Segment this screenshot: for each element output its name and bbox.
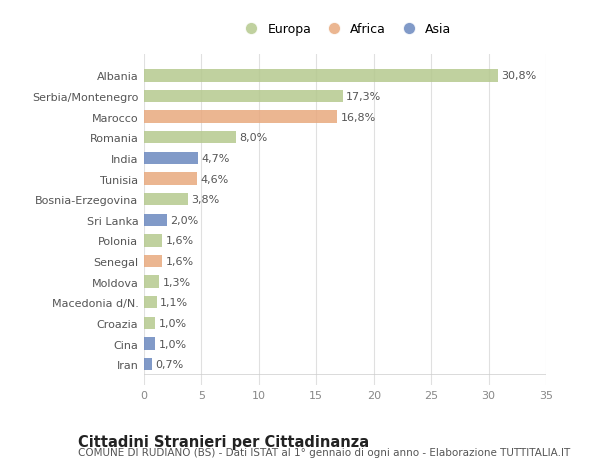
Bar bbox=[144, 317, 155, 330]
Text: 30,8%: 30,8% bbox=[501, 71, 536, 81]
Text: 17,3%: 17,3% bbox=[346, 92, 382, 102]
Text: COMUNE DI RUDIANO (BS) - Dati ISTAT al 1° gennaio di ogni anno - Elaborazione TU: COMUNE DI RUDIANO (BS) - Dati ISTAT al 1… bbox=[78, 448, 570, 458]
Text: 8,0%: 8,0% bbox=[239, 133, 268, 143]
Bar bbox=[144, 194, 188, 206]
Bar bbox=[144, 297, 157, 309]
Bar bbox=[144, 132, 236, 144]
Text: 1,3%: 1,3% bbox=[163, 277, 191, 287]
Bar bbox=[144, 70, 498, 83]
Bar bbox=[144, 235, 163, 247]
Bar bbox=[144, 338, 155, 350]
Text: 4,7%: 4,7% bbox=[202, 154, 230, 163]
Bar bbox=[144, 255, 163, 268]
Bar bbox=[144, 358, 152, 370]
Text: 0,7%: 0,7% bbox=[155, 359, 184, 369]
Bar bbox=[144, 276, 159, 288]
Bar bbox=[144, 214, 167, 226]
Text: 2,0%: 2,0% bbox=[170, 215, 199, 225]
Bar bbox=[144, 111, 337, 123]
Text: Cittadini Stranieri per Cittadinanza: Cittadini Stranieri per Cittadinanza bbox=[78, 434, 369, 449]
Bar bbox=[144, 173, 197, 185]
Bar bbox=[144, 91, 343, 103]
Text: 3,8%: 3,8% bbox=[191, 195, 220, 205]
Bar bbox=[144, 152, 198, 165]
Text: 1,0%: 1,0% bbox=[159, 318, 187, 328]
Text: 4,6%: 4,6% bbox=[200, 174, 229, 184]
Text: 1,6%: 1,6% bbox=[166, 236, 194, 246]
Text: 16,8%: 16,8% bbox=[340, 112, 376, 123]
Text: 1,0%: 1,0% bbox=[159, 339, 187, 349]
Legend: Europa, Africa, Asia: Europa, Africa, Asia bbox=[234, 18, 456, 41]
Text: 1,6%: 1,6% bbox=[166, 257, 194, 267]
Text: 1,1%: 1,1% bbox=[160, 297, 188, 308]
